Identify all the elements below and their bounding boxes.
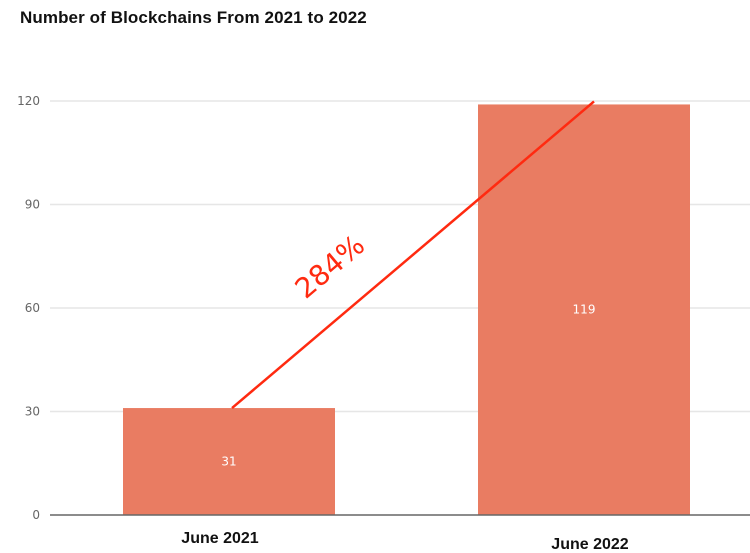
bars-layer: 31 119 [123,104,690,515]
growth-percent-label: 284% [289,228,371,305]
bar [478,104,690,515]
chart-title: Number of Blockchains From 2021 to 2022 [20,8,367,27]
x-category-label: June 2022 [551,536,628,553]
bar [123,408,335,515]
y-tick-label: 120 [17,94,40,108]
y-tick-label: 30 [25,405,40,419]
y-tick-label: 90 [25,198,40,212]
axis-layer: 0 30 60 90 120 June 2021 June 2022 [17,94,750,553]
x-category-label: June 2021 [181,530,258,547]
growth-line [231,100,595,410]
y-tick-label: 0 [32,508,40,522]
bar-value-label: 119 [573,303,596,317]
y-tick-label: 60 [25,301,40,315]
bar-value-label: 31 [221,455,236,469]
